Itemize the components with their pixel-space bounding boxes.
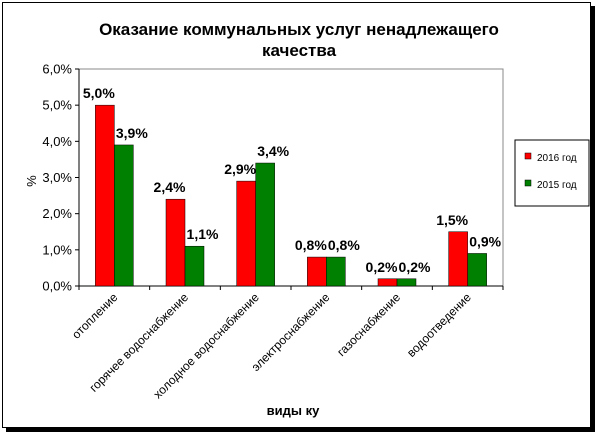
legend: 2016 год 2015 год xyxy=(514,139,590,207)
data-label: 0,2% xyxy=(366,259,398,275)
bars-group xyxy=(95,104,487,287)
legend-box xyxy=(514,139,590,207)
data-label: 0,8% xyxy=(295,237,327,253)
x-axis-title: виды ку xyxy=(267,403,320,418)
bar-2016-2 xyxy=(236,180,256,287)
bar-2015-3 xyxy=(326,256,346,287)
y-tick-label: 1,0% xyxy=(42,242,72,257)
bar-2016-1 xyxy=(165,198,186,287)
data-label: 3,9% xyxy=(116,125,148,141)
chart-title-line2: качества xyxy=(262,41,337,60)
bar-2016-4 xyxy=(377,278,398,287)
data-labels-group: 5,0% 2,4% 2,9% 0,8% 0,2% 1,5% 3,9% 1,1% 3,4% 0,8%… xyxy=(83,85,502,275)
data-label: 0,2% xyxy=(399,259,431,275)
data-label: 1,5% xyxy=(436,212,468,228)
data-label: 2,9% xyxy=(224,161,256,177)
x-tick-label: газоснабжение xyxy=(334,290,403,359)
chart-frame: Оказание коммунальных услуг ненадлежащег… xyxy=(2,2,591,428)
data-label: 5,0% xyxy=(83,85,115,101)
bar-2015-0 xyxy=(114,144,134,287)
y-tick-label: 2,0% xyxy=(42,206,72,221)
bar-2016-0 xyxy=(95,104,115,287)
x-tick-label: отопление xyxy=(69,290,121,342)
data-label: 3,4% xyxy=(257,143,289,159)
bar-2015-2 xyxy=(255,162,275,287)
plot-area xyxy=(78,68,504,287)
chart-title-line1: Оказание коммунальных услуг ненадлежащег… xyxy=(99,20,499,39)
chart-svg: Оказание коммунальных услуг ненадлежащег… xyxy=(24,20,590,418)
legend-label-2015: 2015 год xyxy=(537,180,577,191)
x-tick-label: водоотведение xyxy=(404,290,474,360)
bar-2016-3 xyxy=(307,256,327,287)
data-label: 0,8% xyxy=(328,237,360,253)
data-label: 1,1% xyxy=(187,226,219,242)
y-tick-label: 3,0% xyxy=(42,170,72,185)
y-tick-label: 5,0% xyxy=(42,98,72,113)
data-label: 2,4% xyxy=(154,179,186,195)
x-tick-label: электроснабжение xyxy=(249,290,333,374)
y-tick-label: 0,0% xyxy=(42,279,72,294)
data-label: 0,9% xyxy=(469,233,501,249)
bar-2016-5 xyxy=(448,231,468,287)
bar-2015-4 xyxy=(396,278,417,287)
bar-2015-5 xyxy=(467,253,487,287)
legend-swatch-2015 xyxy=(524,179,532,187)
bar-2015-1 xyxy=(184,245,205,287)
legend-swatch-2016 xyxy=(524,152,532,160)
y-tick-label: 6,0% xyxy=(42,62,72,77)
y-axis-title: % xyxy=(24,175,39,187)
y-tick-label: 4,0% xyxy=(42,134,72,149)
legend-label-2016: 2016 год xyxy=(537,153,577,164)
